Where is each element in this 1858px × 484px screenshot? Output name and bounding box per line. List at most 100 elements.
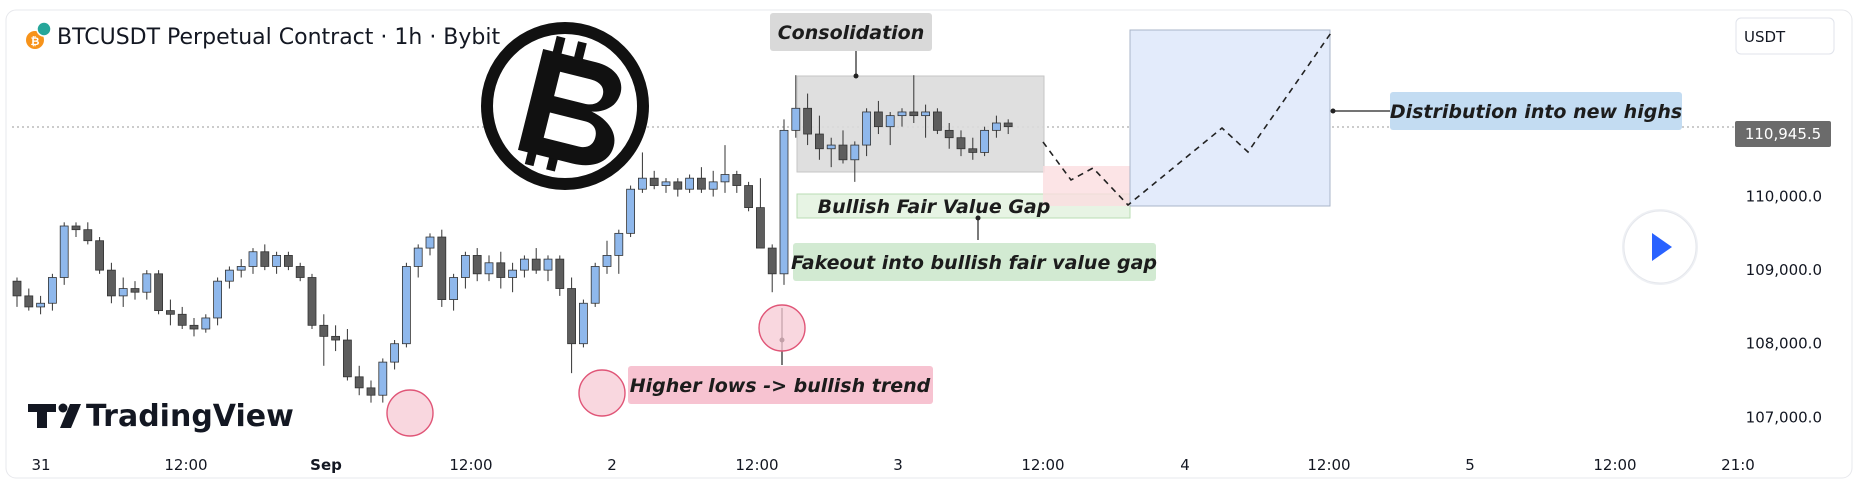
- candle-body: [838, 144, 848, 161]
- projection-path: [1042, 29, 1334, 207]
- annotation-higher-lows-bg: [628, 366, 933, 404]
- candle-body: [555, 258, 565, 289]
- candle-body: [472, 255, 482, 275]
- svg-text:₿: ₿: [31, 35, 40, 48]
- symbol-header[interactable]: ₿ BTCUSDT Perpetual Contract · 1h · Bybi…: [26, 21, 500, 50]
- candle-body: [862, 111, 871, 146]
- candle-body: [826, 144, 836, 150]
- time-tick-label: 12:00: [164, 456, 207, 474]
- candle-body: [154, 273, 164, 312]
- candle-body: [413, 247, 423, 267]
- candle-body: [944, 129, 954, 139]
- candle-body: [224, 269, 234, 282]
- candle-body: [460, 255, 470, 278]
- time-tick-label: 5: [1465, 456, 1475, 474]
- candle-body: [307, 277, 317, 326]
- time-tick-label: Sep: [310, 456, 342, 474]
- price-tick-label: 107,000.0: [1746, 408, 1822, 426]
- candle-body: [201, 317, 211, 330]
- candle-body: [602, 255, 612, 267]
- time-axis[interactable]: 31 12:00 Sep 12:00 2 12:00 3 12:00 4 12:00 5 12:00 2…: [31, 456, 1754, 474]
- candle-body: [71, 225, 81, 231]
- btc-symbol-icon: [26, 31, 44, 49]
- candle-body: [118, 288, 128, 297]
- time-tick-label: 12:00: [735, 456, 778, 474]
- annotation-fvg: Bullish Fair Value Gap: [818, 196, 1051, 218]
- candle-body: [850, 144, 860, 161]
- candle-body: [36, 302, 45, 308]
- candle-body: [1003, 122, 1013, 128]
- annotation-consolidation-bg: [770, 13, 932, 51]
- candle-body: [401, 266, 411, 345]
- distribution-zone: [1129, 29, 1331, 207]
- candle-body: [12, 280, 22, 297]
- candle-body: [590, 266, 600, 304]
- candle-body: [83, 229, 93, 242]
- candle-body: [638, 177, 647, 190]
- candle-body: [531, 258, 541, 271]
- candle-body: [744, 185, 753, 209]
- candle-body: [579, 302, 588, 345]
- candle-body: [189, 324, 199, 330]
- time-tick-label: 12:00: [1307, 456, 1350, 474]
- candle-body: [59, 225, 69, 278]
- candle-body: [649, 177, 659, 186]
- consolidation-zone: [796, 75, 1045, 173]
- candles-group: [12, 75, 1013, 403]
- last-price-label: 110,945.5: [1735, 121, 1831, 147]
- candle-body: [107, 269, 116, 297]
- candle-body: [673, 181, 683, 190]
- candle-body: [24, 295, 34, 308]
- candle-body: [803, 107, 812, 135]
- candle-body: [921, 111, 930, 117]
- candle-body: [874, 111, 883, 128]
- candle-body: [425, 236, 435, 249]
- candle-body: [48, 277, 57, 304]
- time-tick-label: 31: [31, 456, 50, 474]
- annotation-distribution-label: Distribution into new highs: [1390, 101, 1682, 123]
- tradingview-logo-icon: [28, 403, 81, 428]
- candle-body: [543, 258, 553, 271]
- candle-body: [885, 115, 895, 128]
- bitcoin-logo-icon: [481, 22, 649, 190]
- candle-body: [992, 122, 1001, 131]
- time-tick-label: 3: [893, 456, 903, 474]
- fakeout-dot: [975, 215, 981, 221]
- candle-body: [756, 207, 765, 249]
- candle-body: [366, 387, 376, 396]
- currency-button[interactable]: USDT: [1735, 17, 1835, 55]
- annotation-consolidation-label: Consolidation: [778, 22, 925, 44]
- candle-body: [732, 174, 742, 186]
- consolidation-dot: [853, 73, 859, 79]
- annotation-fakeout-label: Fakeout into bullish fair value gap: [791, 252, 1157, 274]
- annotation-distribution: Distribution into new highs: [1390, 92, 1682, 130]
- candle-body: [980, 129, 989, 153]
- price-tick-label: 110,000.0: [1746, 188, 1822, 206]
- tradingview-logo[interactable]: TradingView: [28, 399, 294, 434]
- candle-body: [248, 251, 258, 267]
- candle-body: [165, 310, 175, 315]
- candle-body: [319, 324, 329, 337]
- candle-body: [342, 339, 352, 378]
- candle-body: [520, 258, 529, 271]
- candle-body: [390, 343, 400, 363]
- annotation-higher-lows: Higher lows -> bullish trend: [628, 366, 933, 404]
- candle-body: [142, 273, 152, 293]
- annotation-fakeout-bg: [793, 243, 1156, 281]
- price-tick-label: 109,000.0: [1746, 261, 1822, 279]
- play-icon: [1652, 233, 1672, 261]
- candle-body: [791, 107, 801, 131]
- fakeout-zone: [1043, 166, 1130, 206]
- candle-body: [236, 266, 246, 271]
- annotation-distribution-bg: [1390, 92, 1682, 130]
- exchange-badge-icon: [36, 21, 52, 37]
- candle-body: [697, 177, 706, 190]
- price-axis[interactable]: 110,000.0 109,000.0 108,000.0 107,000.0: [1746, 188, 1822, 427]
- currency-button-label: USDT: [1744, 28, 1786, 46]
- time-tick-label: 2: [607, 456, 617, 474]
- candle-body: [661, 181, 671, 186]
- play-button[interactable]: [1622, 209, 1698, 285]
- candle-body: [933, 111, 942, 131]
